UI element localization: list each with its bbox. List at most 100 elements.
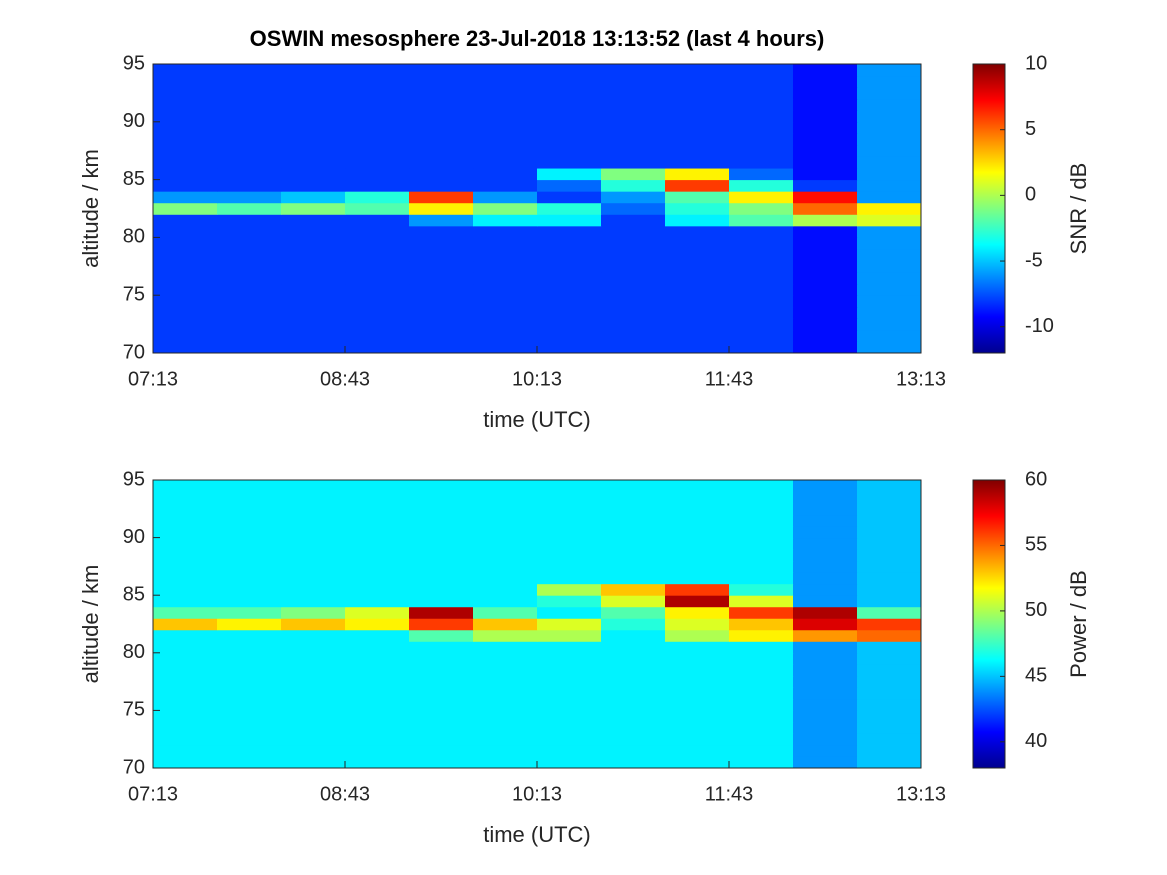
heatmap-cell [153,121,218,134]
heatmap-cell [217,341,282,354]
heatmap-cell [281,179,346,192]
heatmap-cell [793,248,858,262]
heatmap-cell [409,191,474,204]
heatmap-cell [473,756,538,769]
colorbar-label: Power / dB [1066,570,1091,678]
heatmap-cell [793,733,858,746]
heatmap-cell [473,744,538,757]
heatmap-cell [601,733,666,746]
heatmap-cell [281,595,346,608]
heatmap-cell [409,756,474,769]
heatmap-cell [281,687,346,700]
heatmap-cell [281,260,346,273]
heatmap-cell [601,744,666,757]
heatmap-cell [665,537,730,550]
heatmap-cell [665,121,730,134]
heatmap-cell [601,64,666,77]
heatmap-cell [217,306,282,319]
heatmap-cell [345,664,410,677]
heatmap-cell [217,537,282,550]
heatmap-cell [729,560,794,573]
heatmap-cell [537,156,602,169]
heatmap-cell [409,295,474,308]
heatmap-cell [793,133,858,146]
heatmap-cell [409,583,474,596]
heatmap-cell [793,721,858,734]
heatmap-cell [857,595,922,608]
heatmap-cell [281,652,346,665]
heatmap-cell [537,756,602,769]
heatmap-cell [473,710,538,723]
heatmap-cell [793,710,858,723]
heatmap-cell [409,283,474,296]
heatmap-cell [153,698,218,711]
heatmap-cell [729,98,794,111]
heatmap-cell [153,202,218,215]
heatmap-cell [857,733,922,746]
heatmap-cell [473,214,538,227]
heatmap-cell [665,503,730,516]
heatmap-cell [793,744,858,757]
heatmap-cell [793,272,858,285]
heatmap-cell [729,549,794,562]
heatmap-cell [665,75,730,88]
heatmap-cell [537,583,602,596]
heatmap-cell [665,514,730,527]
heatmap-cell [857,583,922,596]
heatmap-cell [857,341,922,354]
heatmap-cell [665,572,730,585]
heatmap-cell [217,156,282,169]
heatmap-cell [217,675,282,688]
heatmap-cell [537,202,602,215]
heatmap-cell [665,480,730,493]
heatmap-cell [153,606,218,619]
heatmap-cell [793,664,858,677]
heatmap-cell [153,618,218,631]
heatmap-cell [729,214,794,227]
heatmap-cell [665,191,730,204]
colorbar-tick-label: 45 [1025,665,1047,687]
heatmap-cell [153,572,218,585]
heatmap-cell [793,514,858,527]
heatmap-cell [281,606,346,619]
heatmap-cell [217,572,282,585]
heatmap-cell [281,560,346,573]
heatmap-cell [345,675,410,688]
heatmap-cell [601,595,666,608]
heatmap-cell [281,721,346,734]
heatmap-cell [857,537,922,550]
x-tick-label: 10:13 [512,783,562,805]
heatmap-cell [473,583,538,596]
heatmap-cell [857,156,922,169]
heatmap-cell [345,260,410,273]
x-tick-label: 10:13 [512,368,562,390]
heatmap-cell [601,687,666,700]
heatmap-cell [409,64,474,77]
heatmap-cell [281,675,346,688]
heatmap-cell [473,295,538,308]
heatmap-cell [281,144,346,157]
heatmap-cell [601,560,666,573]
heatmap-cell [281,237,346,250]
heatmap-cell [409,491,474,504]
heatmap-cell [601,675,666,688]
heatmap-cell [601,710,666,723]
heatmap-cell [793,560,858,573]
heatmap-cell [345,168,410,181]
heatmap-cell [729,202,794,215]
heatmap-cell [537,329,602,342]
heatmap-cell [281,698,346,711]
heatmap-cell [793,629,858,642]
heatmap-cell [665,272,730,285]
heatmap-cell [281,272,346,285]
heatmap-cell [793,214,858,227]
colorbar-tick-label: 60 [1025,468,1047,490]
heatmap-cell [857,606,922,619]
heatmap-cell [345,641,410,654]
heatmap-cell [729,687,794,700]
heatmap-cell [665,595,730,608]
heatmap-cell [281,156,346,169]
heatmap-cell [601,629,666,642]
heatmap-cell [729,110,794,123]
heatmap-cell [217,664,282,677]
